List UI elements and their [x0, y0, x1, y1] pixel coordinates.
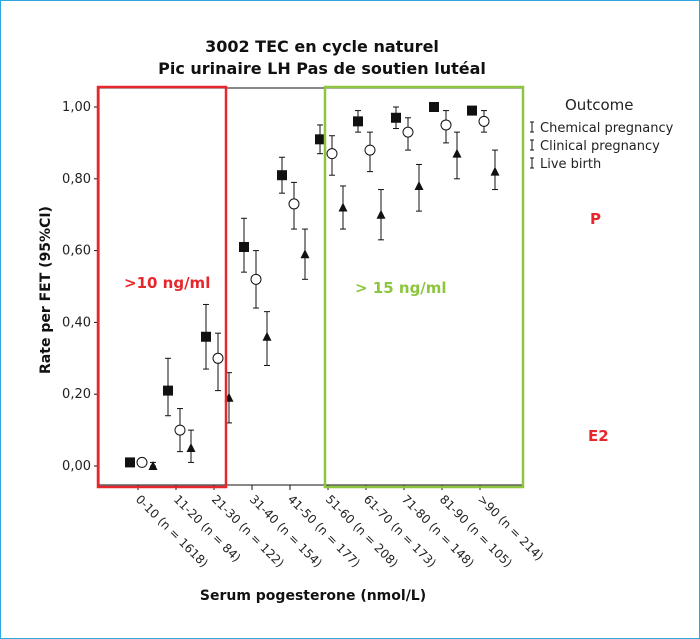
- point-square: [239, 242, 249, 253]
- series-filled-square: [125, 102, 477, 468]
- y-tick-label: 0,60: [62, 244, 91, 259]
- y-tick-label: 0,20: [62, 387, 91, 402]
- annotation-p: P: [590, 210, 601, 228]
- point-triangle: [300, 249, 310, 259]
- annotation-10ngml: >10 ng/ml: [124, 274, 210, 292]
- point-square: [315, 134, 325, 145]
- point-square: [467, 105, 477, 116]
- x-axis: 0-10 (n = 1618)11-20 (n = 84)21-30 (n = …: [133, 485, 546, 570]
- legend-item: Clinical pregnancy: [540, 139, 660, 154]
- highlight-box-15ngml: [323, 85, 525, 489]
- point-circle: [364, 144, 376, 156]
- point-circle: [174, 424, 186, 436]
- point-circle: [250, 273, 262, 285]
- y-tick-label: 1,00: [62, 100, 91, 115]
- y-tick-label: 0,80: [62, 172, 91, 187]
- point-triangle: [376, 209, 386, 219]
- point-triangle: [148, 461, 158, 470]
- x-axis-label: Serum pogesterone (nmol/L): [200, 588, 426, 604]
- point-square: [201, 331, 211, 342]
- point-circle: [440, 119, 452, 131]
- highlight-box-10ngml: [96, 85, 228, 489]
- legend: Outcome Chemical pregnancy Clinical pregn…: [530, 96, 674, 172]
- point-square: [353, 116, 363, 127]
- legend-item: Live birth: [540, 157, 601, 172]
- y-axis-label: Rate per FET (95%CI): [38, 206, 54, 374]
- x-tick-label: >90 (n = 214): [475, 492, 546, 563]
- point-square: [429, 102, 439, 112]
- legend-title: Outcome: [565, 96, 633, 114]
- annotation-e2: E2: [588, 427, 609, 445]
- y-tick-label: 0,40: [62, 315, 91, 330]
- point-circle: [402, 126, 414, 138]
- point-circle: [136, 456, 148, 468]
- point-triangle: [338, 202, 348, 212]
- point-triangle: [414, 180, 424, 190]
- annotations: >10 ng/ml > 15 ng/ml P E2: [96, 85, 609, 489]
- point-square: [163, 385, 173, 396]
- x-tick-label: 11-20 (n = 84): [171, 492, 244, 565]
- x-tick-label: 0-10 (n = 1618): [133, 492, 211, 570]
- point-triangle: [490, 166, 500, 176]
- point-circle: [212, 352, 224, 364]
- y-axis: 0,00 0,20 0,40 0,60 0,80 1,00: [62, 100, 99, 474]
- point-circle: [478, 115, 490, 127]
- annotation-15ngml: > 15 ng/ml: [355, 279, 447, 297]
- chart-subtitle: Pic urinaire LH Pas de soutien lutéal: [158, 59, 486, 78]
- point-square: [125, 457, 135, 468]
- data-marks: [125, 102, 500, 470]
- point-circle: [326, 148, 338, 160]
- series-open-circle: [136, 110, 490, 468]
- legend-item: Chemical pregnancy: [540, 121, 674, 136]
- point-circle: [288, 198, 300, 210]
- point-triangle: [262, 331, 272, 341]
- point-triangle: [452, 148, 462, 158]
- point-square: [391, 112, 401, 123]
- series-filled-triangle: [148, 131, 500, 470]
- y-tick-label: 0,00: [62, 459, 91, 474]
- point-square: [277, 170, 287, 181]
- chart-title: 3002 TEC en cycle naturel: [205, 37, 439, 56]
- point-triangle: [186, 443, 196, 453]
